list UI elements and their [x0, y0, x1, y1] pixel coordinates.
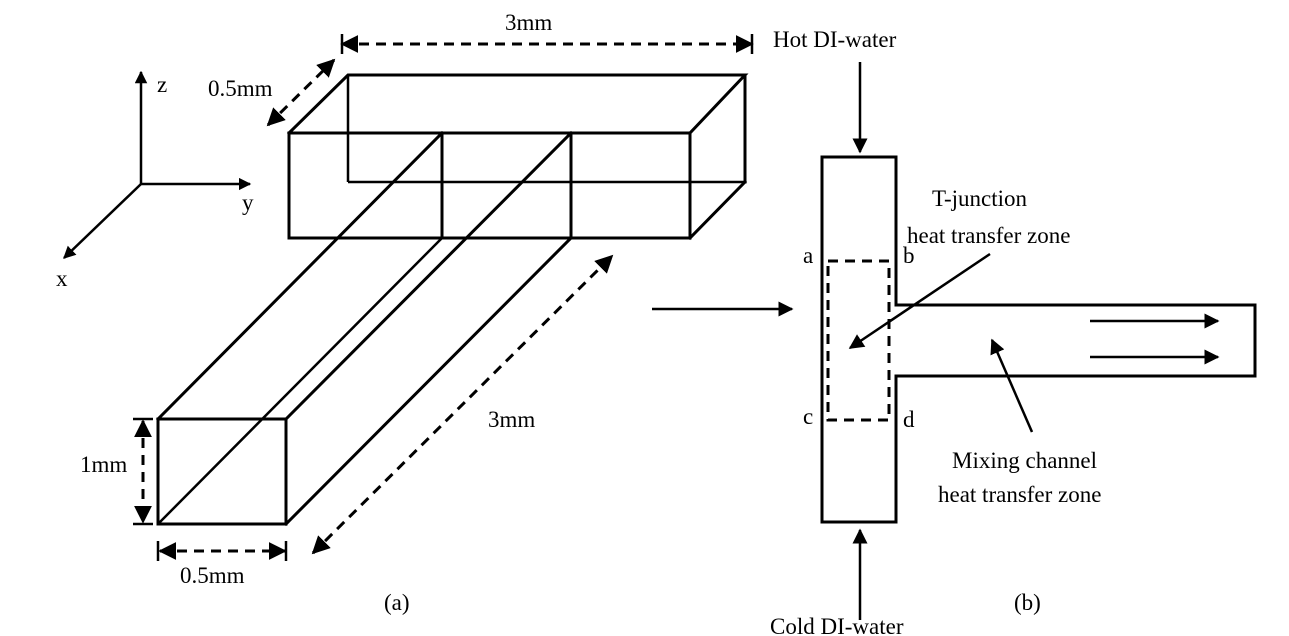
axis-label-x: x	[56, 266, 68, 291]
main-channel-box	[286, 73, 749, 241]
corner-label-a: a	[803, 243, 813, 268]
dimension-top-width: 0.5mm	[208, 58, 336, 127]
label-height: 1mm	[80, 452, 127, 477]
corner-label-b: b	[903, 243, 915, 268]
mixing-pointer-arrow	[990, 338, 1034, 433]
caption-a: (a)	[384, 590, 410, 615]
coordinate-axes: z y x	[56, 70, 254, 291]
branch-channel-box	[155, 130, 574, 527]
tjunction-pointer-arrow	[848, 252, 991, 350]
axis-label-y: y	[242, 190, 254, 215]
t-channel-outline	[820, 155, 1257, 524]
label-top-width: 0.5mm	[208, 76, 273, 101]
junction-zone-box	[826, 259, 891, 422]
dimension-top-length: 3mm	[340, 10, 754, 54]
label-top-length: 3mm	[505, 10, 552, 35]
hot-water-label: Hot DI-water	[773, 27, 897, 52]
axis-label-z: z	[157, 72, 167, 97]
cold-water-label: Cold DI-water	[770, 614, 904, 636]
tjunction-label-line1: T-junction	[932, 186, 1027, 211]
label-branch-length: 3mm	[488, 407, 535, 432]
dimension-bottom-width: 0.5mm	[156, 541, 288, 588]
dimension-height: 1mm	[80, 417, 153, 526]
panel-a: z y x 3mm	[56, 10, 754, 615]
corner-label-d: d	[903, 407, 915, 432]
mixing-label-line1: Mixing channel	[952, 448, 1097, 473]
panel-b: Hot DI-water a b c d T-junction heat tra…	[770, 27, 1257, 636]
corner-label-c: c	[803, 404, 813, 429]
dimension-branch-length: 3mm	[311, 254, 614, 555]
caption-b: (b)	[1014, 590, 1041, 615]
tjunction-label-line2: heat transfer zone	[907, 223, 1070, 248]
mixing-label-line2: heat transfer zone	[938, 482, 1101, 507]
label-bottom-width: 0.5mm	[180, 563, 245, 588]
